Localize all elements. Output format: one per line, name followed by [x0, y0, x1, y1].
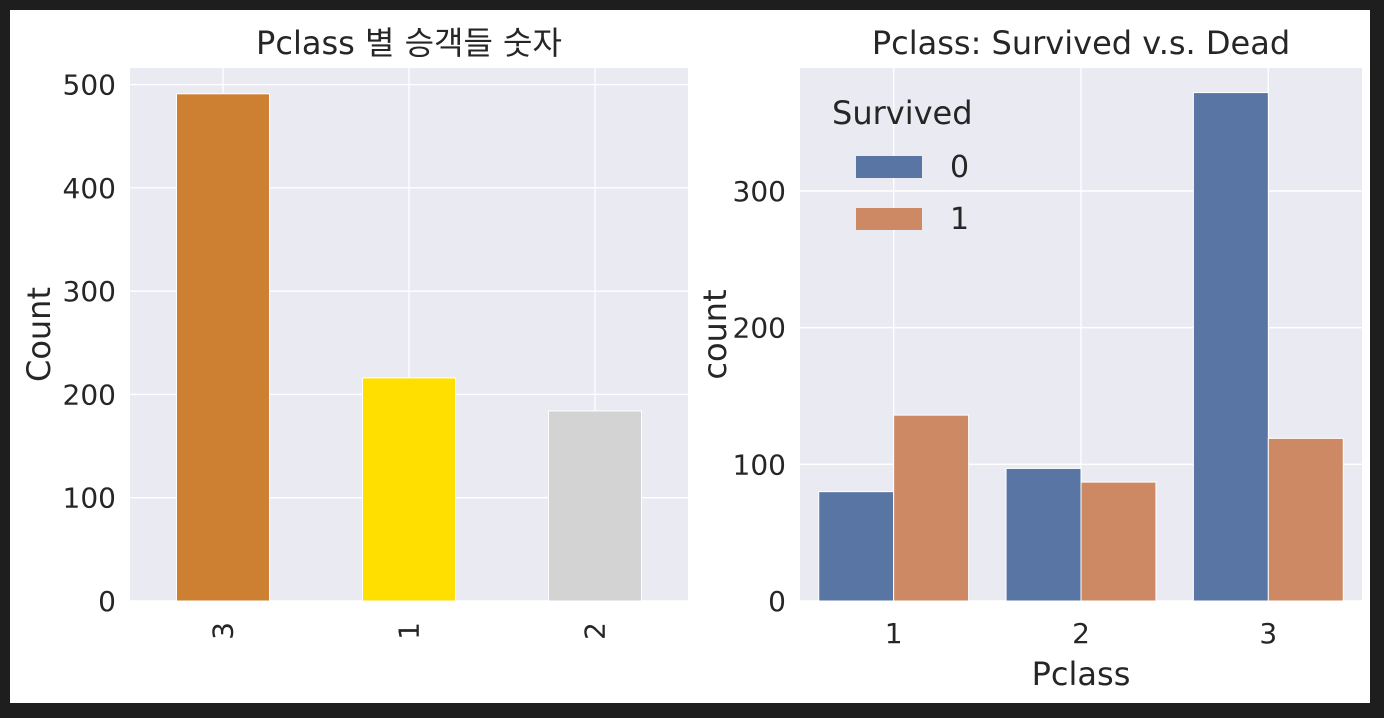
y-tick-label: 0	[98, 585, 116, 618]
y-axis-label: count	[696, 289, 734, 379]
y-axis-label: Count	[20, 287, 58, 382]
legend: Survived 0 1	[832, 94, 973, 237]
x-tick-label: 1	[393, 622, 426, 640]
chart-1: 0 100 200 300 400 500 3 1 2 Pclass 별 승객들 숫자 Count	[20, 24, 688, 640]
y-tick-label: 300	[733, 175, 786, 208]
y-tick-label: 100	[733, 448, 786, 481]
bar-1-pclass-2	[1080, 481, 1157, 602]
legend-label-1: 1	[950, 202, 969, 237]
y-tick-label: 300	[63, 275, 116, 308]
x-tick-label: 2	[579, 622, 612, 640]
chart-title: Pclass: Survived v.s. Dead	[872, 24, 1290, 62]
y-tick-label: 100	[63, 482, 116, 515]
x-tick-label: 1	[885, 617, 903, 650]
bar-0-pclass-1	[818, 491, 895, 602]
chart-2: 0 100 200 300 1 2 3 Pclass: Survived v.s. Dead c…	[696, 24, 1362, 693]
y-tick-label: 200	[63, 378, 116, 411]
x-tick-label: 3	[207, 622, 240, 640]
bar-pclass-1	[362, 377, 456, 602]
y-tick-label: 400	[63, 172, 116, 205]
x-tick-label: 3	[1259, 617, 1277, 650]
bar-pclass-2	[548, 410, 642, 602]
x-axis-label: Pclass	[1032, 655, 1131, 693]
bar-1-pclass-3	[1267, 437, 1344, 602]
y-tick-label: 200	[733, 312, 786, 345]
bar-0-pclass-3	[1192, 92, 1269, 602]
legend-swatch-1	[856, 208, 922, 230]
legend-swatch-0	[856, 156, 922, 178]
legend-label-0: 0	[950, 150, 969, 185]
bar-1-pclass-1	[893, 414, 970, 602]
figure: 0 100 200 300 400 500 3 1 2 Pclass 별 승객들 숫자 Count 0…	[10, 10, 1370, 703]
y-tick-label: 0	[768, 585, 786, 618]
chart-title: Pclass 별 승객들 숫자	[256, 24, 562, 62]
x-tick-label: 2	[1072, 617, 1090, 650]
y-tick-label: 500	[63, 69, 116, 102]
bar-0-pclass-2	[1005, 467, 1082, 602]
legend-title: Survived	[832, 94, 973, 132]
bar-pclass-3	[176, 93, 270, 602]
